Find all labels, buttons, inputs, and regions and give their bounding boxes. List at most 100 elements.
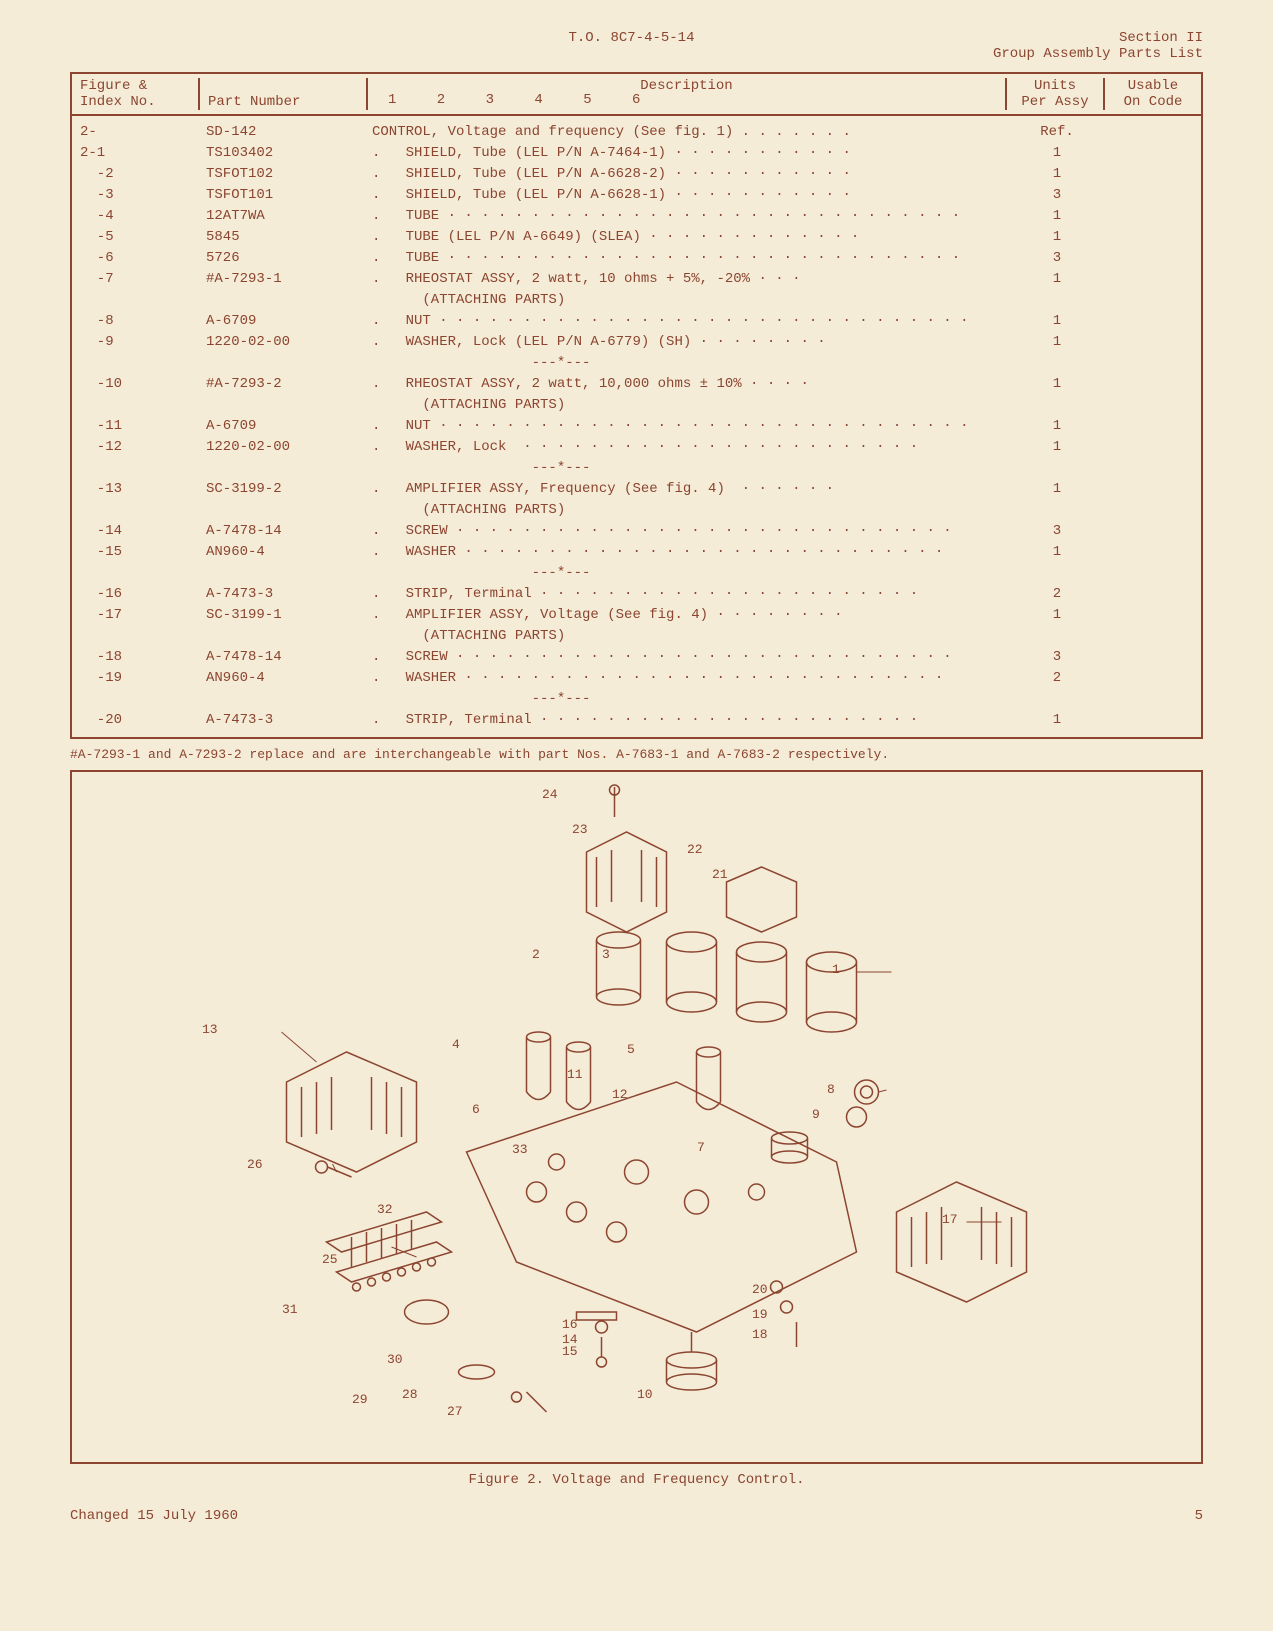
callout-number: 13 (202, 1022, 218, 1037)
cell-description: . SCREW · · · · · · · · · · · · · · · · … (364, 647, 1009, 668)
figure-caption: Figure 2. Voltage and Frequency Control. (50, 1472, 1223, 1488)
table-row: -4 12AT7WA . TUBE · · · · · · · · · · · … (72, 206, 1201, 227)
cell-description: . WASHER · · · · · · · · · · · · · · · ·… (364, 542, 1009, 563)
callout-number: 17 (942, 1212, 958, 1227)
table-row: -7 #A-7293-1 . RHEOSTAT ASSY, 2 watt, 10… (72, 269, 1201, 290)
callout-number: 9 (812, 1107, 820, 1122)
cell-part-number: 1220-02-00 (198, 437, 364, 458)
cell-part-number: 5726 (198, 248, 364, 269)
table-row: (ATTACHING PARTS) (72, 500, 1201, 521)
cell-description: . AMPLIFIER ASSY, Frequency (See fig. 4)… (364, 479, 1009, 500)
table-row: -20 A-7473-3 . STRIP, Terminal · · · · ·… (72, 710, 1201, 731)
cell-part-number: A-7473-3 (198, 710, 364, 731)
cell-units: 1 (1009, 206, 1105, 227)
cell-description: . NUT · · · · · · · · · · · · · · · · · … (364, 311, 1009, 332)
cell-description: . RHEOSTAT ASSY, 2 watt, 10 ohms + 5%, -… (364, 269, 1009, 290)
callout-number: 6 (472, 1102, 480, 1117)
cell-units (1009, 563, 1105, 584)
cell-part-number: A-6709 (198, 416, 364, 437)
cell-description: (ATTACHING PARTS) (364, 626, 1009, 647)
cell-figure-index: -19 (72, 668, 198, 689)
callout-number: 32 (377, 1202, 393, 1217)
cell-units (1009, 395, 1105, 416)
cell-usable (1105, 185, 1201, 206)
cell-usable (1105, 626, 1201, 647)
table-row: 2-1 TS103402 . SHIELD, Tube (LEL P/N A-7… (72, 143, 1201, 164)
cell-usable (1105, 290, 1201, 311)
table-row: 2- SD-142 CONTROL, Voltage and frequency… (72, 122, 1201, 143)
cell-description: CONTROL, Voltage and frequency (See fig.… (364, 122, 1009, 143)
callout-number: 4 (452, 1037, 460, 1052)
cell-units: 1 (1009, 416, 1105, 437)
table-row: -14 A-7478-14 . SCREW · · · · · · · · · … (72, 521, 1201, 542)
cell-units: 1 (1009, 311, 1105, 332)
cell-figure-index (72, 689, 198, 710)
cell-usable (1105, 689, 1201, 710)
cell-usable (1105, 122, 1201, 143)
cell-usable (1105, 710, 1201, 731)
cell-units: 1 (1009, 542, 1105, 563)
cell-units: 1 (1009, 479, 1105, 500)
cell-units: 3 (1009, 647, 1105, 668)
cell-part-number: A-7473-3 (198, 584, 364, 605)
cell-usable (1105, 311, 1201, 332)
cell-part-number: 5845 (198, 227, 364, 248)
table-row: (ATTACHING PARTS) (72, 395, 1201, 416)
table-row: (ATTACHING PARTS) (72, 626, 1201, 647)
cell-usable (1105, 437, 1201, 458)
parts-table: Figure & Index No. Part Number Descripti… (70, 72, 1203, 739)
table-row: -18 A-7478-14 . SCREW · · · · · · · · · … (72, 647, 1201, 668)
cell-part-number: 1220-02-00 (198, 332, 364, 353)
table-row: ---*--- (72, 563, 1201, 584)
cell-usable (1105, 332, 1201, 353)
callout-number: 29 (352, 1392, 368, 1407)
cell-figure-index (72, 458, 198, 479)
page-footer: Changed 15 July 1960 5 (70, 1508, 1203, 1524)
callout-number: 1 (832, 962, 840, 977)
footer-page-number: 5 (1195, 1508, 1203, 1524)
cell-units: 1 (1009, 227, 1105, 248)
cell-description: ---*--- (364, 689, 1009, 710)
callout-number: 31 (282, 1302, 298, 1317)
cell-usable (1105, 164, 1201, 185)
callout-number: 25 (322, 1252, 338, 1267)
cell-description: . TUBE (LEL P/N A-6649) (SLEA) · · · · ·… (364, 227, 1009, 248)
table-row: (ATTACHING PARTS) (72, 290, 1201, 311)
cell-figure-index: -18 (72, 647, 198, 668)
callout-number: 30 (387, 1352, 403, 1367)
cell-description: . AMPLIFIER ASSY, Voltage (See fig. 4) ·… (364, 605, 1009, 626)
cell-figure-index (72, 626, 198, 647)
cell-description: ---*--- (364, 458, 1009, 479)
cell-units: 1 (1009, 164, 1105, 185)
cell-description: . STRIP, Terminal · · · · · · · · · · · … (364, 584, 1009, 605)
table-row: -12 1220-02-00 . WASHER, Lock · · · · · … (72, 437, 1201, 458)
cell-usable (1105, 143, 1201, 164)
cell-description: . NUT · · · · · · · · · · · · · · · · · … (364, 416, 1009, 437)
cell-figure-index: 2-1 (72, 143, 198, 164)
cell-usable (1105, 605, 1201, 626)
callout-number: 24 (542, 787, 558, 802)
callout-number: 23 (572, 822, 588, 837)
callout-number: 26 (247, 1157, 263, 1172)
cell-usable (1105, 458, 1201, 479)
cell-units (1009, 290, 1105, 311)
cell-usable (1105, 227, 1201, 248)
callout-number: 27 (447, 1404, 463, 1419)
cell-figure-index (72, 290, 198, 311)
cell-units (1009, 626, 1105, 647)
cell-part-number: SC-3199-1 (198, 605, 364, 626)
cell-units: 1 (1009, 374, 1105, 395)
cell-figure-index: -9 (72, 332, 198, 353)
table-row: -11 A-6709 . NUT · · · · · · · · · · · ·… (72, 416, 1201, 437)
cell-units: 2 (1009, 584, 1105, 605)
callout-number: 10 (637, 1387, 653, 1402)
section-label: Section II (993, 30, 1203, 46)
cell-figure-index: -7 (72, 269, 198, 290)
cell-units: Ref. (1009, 122, 1105, 143)
cell-part-number: TS103402 (198, 143, 364, 164)
table-row: -16 A-7473-3 . STRIP, Terminal · · · · ·… (72, 584, 1201, 605)
header-figure-index: Figure & Index No. (72, 78, 200, 110)
cell-usable (1105, 374, 1201, 395)
cell-description: . SHIELD, Tube (LEL P/N A-6628-2) · · · … (364, 164, 1009, 185)
cell-figure-index: -4 (72, 206, 198, 227)
